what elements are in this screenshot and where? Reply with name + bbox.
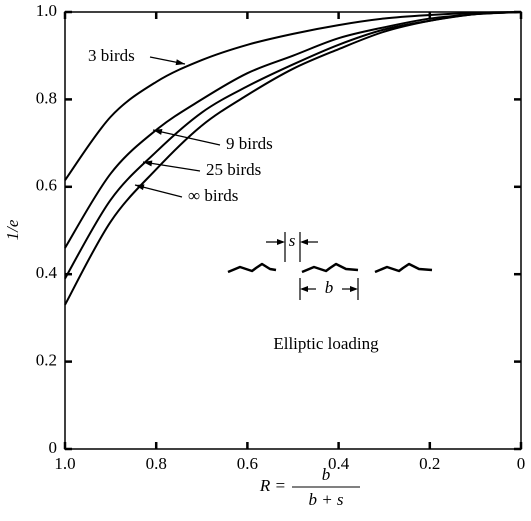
bird — [374, 262, 433, 274]
label-arrowhead — [135, 184, 145, 191]
y-tick-label: 0.6 — [36, 176, 57, 195]
annotation: b — [325, 278, 334, 297]
annotation: s — [289, 231, 296, 250]
series-label: 25 birds — [206, 160, 261, 179]
series-label: ∞ birds — [188, 186, 238, 205]
y-tick-label: 0.4 — [36, 263, 58, 282]
x-tick-label: 0 — [517, 454, 526, 473]
x-tick-label: 0.6 — [237, 454, 258, 473]
x-axis-label: R = — [259, 476, 286, 495]
y-tick-label: 0 — [49, 438, 58, 457]
y-tick-label: 1.0 — [36, 1, 57, 20]
y-axis-label: 1/e — [3, 219, 22, 240]
x-tick-label: 0.4 — [328, 454, 350, 473]
y-tick-label: 0.8 — [36, 88, 57, 107]
series-label: 9 birds — [226, 134, 273, 153]
label-leader — [142, 161, 201, 172]
series-line — [64, 11, 522, 181]
label-arrowhead — [143, 160, 153, 167]
dimension-arrowheads — [277, 239, 358, 292]
series-line — [64, 11, 522, 306]
bird — [301, 262, 359, 274]
x-tick-label: 1.0 — [54, 454, 75, 473]
x-axis-label: b — [322, 465, 331, 484]
series-label: 3 birds — [88, 46, 135, 65]
x-tick-label: 0.2 — [419, 454, 440, 473]
x-tick-label: 0.8 — [146, 454, 167, 473]
label-arrowhead — [153, 129, 163, 135]
annotation: Elliptic loading — [273, 334, 379, 353]
y-tick-label: 0.2 — [36, 351, 57, 370]
label-arrowhead — [175, 59, 185, 66]
label-leader — [152, 129, 221, 146]
x-axis-label: b + s — [308, 490, 343, 509]
series-line — [64, 11, 522, 249]
plot-frame — [64, 11, 522, 450]
bird — [227, 262, 277, 274]
bird-diagram — [227, 262, 433, 274]
